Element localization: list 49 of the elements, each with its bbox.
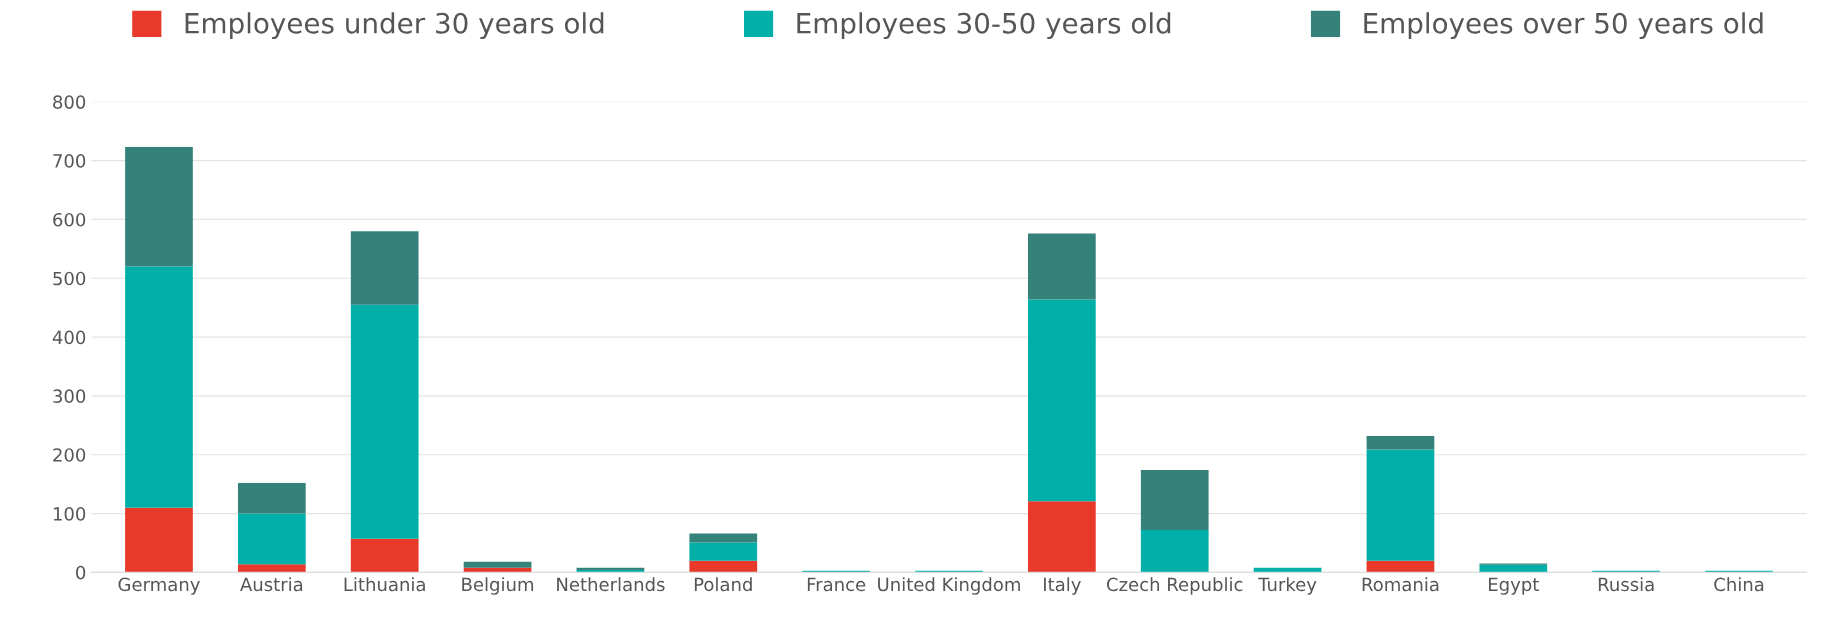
bar [125, 507, 193, 573]
bar [350, 538, 419, 573]
y-tick-label: 400 [52, 330, 86, 345]
bar [689, 542, 758, 561]
bar [350, 231, 419, 305]
x-tick-label: France [807, 577, 866, 592]
y-tick-label: 0 [76, 565, 86, 580]
y-tick-label: 700 [53, 154, 86, 168]
x-tick-label: Turkey [1258, 577, 1317, 595]
legend-label: Employees under 30 years old [185, 12, 604, 40]
y-tick-label: 800 [53, 95, 86, 109]
bar [1479, 564, 1548, 573]
bar [125, 147, 193, 267]
y-tick-label: 200 [53, 448, 86, 462]
x-tick-label: Romania [1362, 577, 1439, 592]
bar [1028, 233, 1096, 300]
bar [1140, 530, 1209, 573]
bar [237, 513, 306, 565]
x-tick-label: Belgium [462, 577, 534, 595]
y-tick-label: 100 [53, 507, 86, 521]
bar [463, 561, 532, 568]
bar [1028, 501, 1096, 573]
bar [237, 564, 306, 573]
x-tick-label: Italy [1044, 577, 1081, 595]
x-tick-label: Netherlands [557, 577, 665, 592]
bar [125, 266, 193, 508]
x-tick-label: Austria [240, 577, 303, 592]
bar [1028, 299, 1096, 502]
x-tick-label: Poland [694, 577, 752, 592]
legend-label: Employees 30-50 years old [797, 12, 1171, 40]
x-tick-label: China [1714, 577, 1764, 592]
bar [1366, 435, 1435, 450]
x-tick-label: Lithuania [344, 577, 425, 592]
legend-label: Employees over 50 years old [1364, 12, 1763, 40]
y-tick-label: 300 [53, 389, 86, 404]
x-tick-label: Germany [118, 577, 200, 595]
bar [1366, 449, 1435, 561]
x-tick-label: Russia [1598, 577, 1654, 592]
y-tick-label: 500 [53, 271, 86, 286]
bar [1140, 470, 1209, 531]
bar [689, 533, 758, 543]
x-tick-label: Czech Republic [1107, 577, 1243, 595]
y-tick-label: 600 [53, 212, 86, 227]
x-tick-label: Egypt [1489, 577, 1539, 595]
x-tick-label: United Kingdom [878, 577, 1020, 595]
bar [237, 482, 306, 514]
bar [689, 560, 758, 573]
bar [1366, 560, 1435, 573]
bar [350, 304, 419, 539]
